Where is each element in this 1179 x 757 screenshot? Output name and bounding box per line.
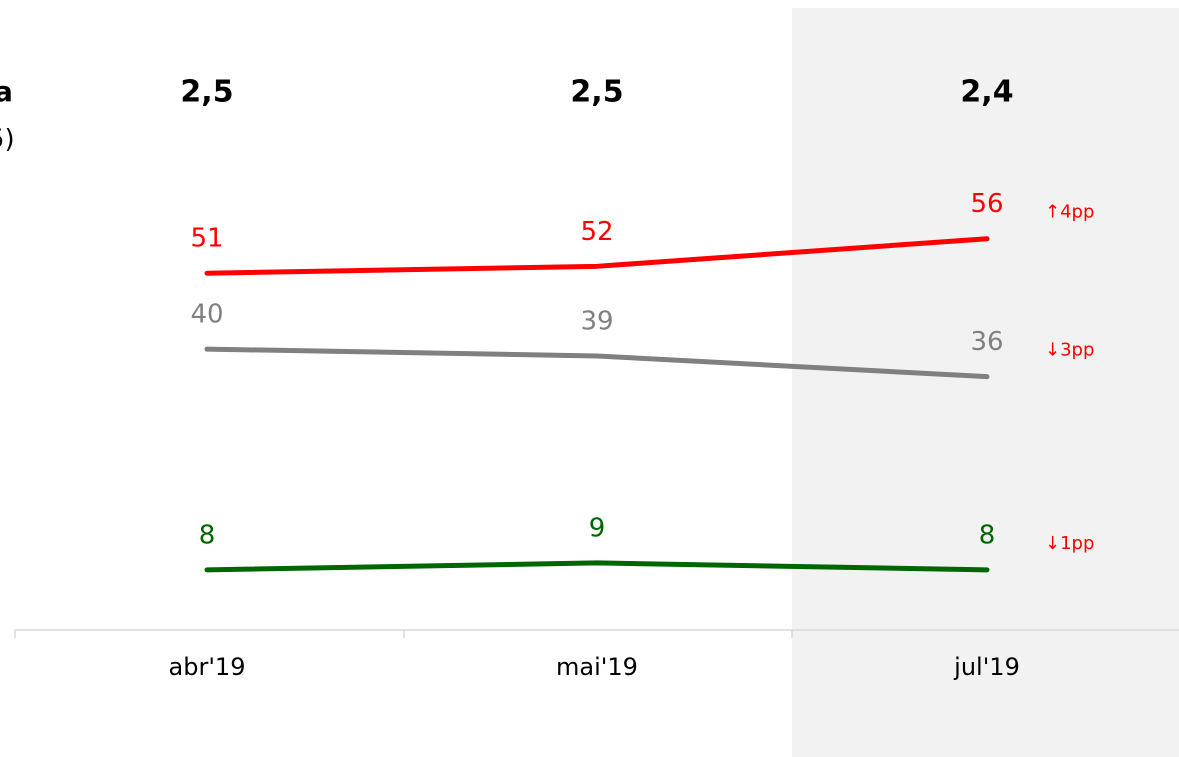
series-line [204,560,990,573]
total-label: 2,5 [570,75,623,110]
series-line [204,236,990,276]
annotation: a [0,75,13,108]
x-tick-label: abr'19 [169,653,246,681]
change-label: ↓3pp [1045,340,1094,361]
series-line [204,346,990,380]
data-label: 36 [970,327,1003,357]
change-label: ↓1pp [1045,533,1094,554]
total-label: 2,5 [180,75,233,110]
data-label: 40 [190,300,223,330]
total-label: 2,4 [960,75,1013,110]
data-label: 52 [580,217,613,247]
x-tick-label: jul'19 [953,653,1020,681]
data-label: 51 [190,224,223,254]
annotation: 5) [0,125,15,155]
data-label: 9 [589,513,606,543]
highlight-band [792,8,1179,757]
data-label: 8 [199,520,216,550]
data-label: 39 [580,306,613,336]
data-label: 8 [979,520,996,550]
change-label: ↑4pp [1045,202,1094,223]
data-label: 56 [970,189,1003,219]
x-tick-label: mai'19 [556,653,638,681]
